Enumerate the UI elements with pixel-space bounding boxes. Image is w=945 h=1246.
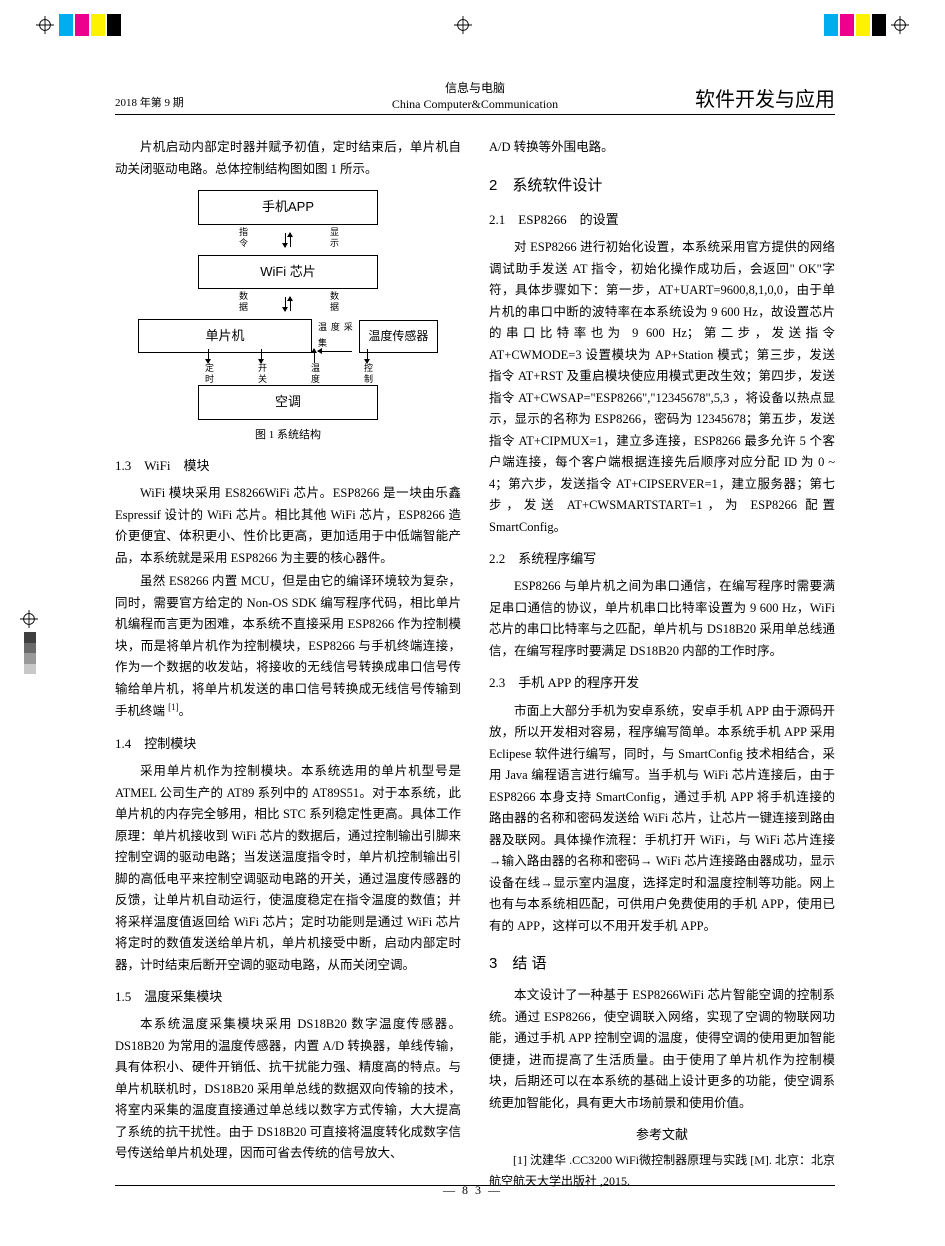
- body-text: 市面上大部分手机为安卓系统，安卓手机 APP 由于源码开放，所以开发相对容易，程…: [489, 701, 835, 938]
- right-column: A/D 转换等外围电路。 2 系统软件设计 2.1 ESP8266 的设置 对 …: [489, 137, 835, 1191]
- diagram-box-app: 手机APP: [198, 190, 378, 224]
- heading-2-2: 2.2 系统程序编写: [489, 548, 835, 570]
- left-column: 片机启动内部定时器并赋予初值，定时结束后，单片机自动关闭驱动电路。总体控制结构图…: [115, 137, 461, 1191]
- heading-2-3: 2.3 手机 APP 的程序开发: [489, 672, 835, 694]
- body-text: 对 ESP8266 进行初始化设置，本系统采用官方提供的网络调试助手发送 AT …: [489, 237, 835, 538]
- body-text: 虽然 ES8266 内置 MCU，但是由它的编译环境较为复杂，同时，需要官方给定…: [115, 571, 461, 723]
- registration-bars: [0, 14, 945, 38]
- body-text: ESP8266 与单片机之间为串口通信，在编写程序时需要满足串口通信的协议，单片…: [489, 576, 835, 662]
- heading-3: 3 结 语: [489, 951, 835, 977]
- heading-2: 2 系统软件设计: [489, 173, 835, 199]
- journal-name-en: China Computer&Communication: [353, 96, 598, 112]
- side-registration-mark: [20, 610, 38, 633]
- body-text: 片机启动内部定时器并赋予初值，定时结束后，单片机自动关闭驱动电路。总体控制结构图…: [115, 137, 461, 180]
- body-text: 本系统温度采集模块采用 DS18B20 数字温度传感器。DS18B20 为常用的…: [115, 1014, 461, 1165]
- heading-2-1: 2.1 ESP8266 的设置: [489, 209, 835, 231]
- system-diagram: 手机APP 指令 显示 WiFi 芯片 数据 数据 单片机: [138, 190, 438, 419]
- side-gradient-bar: [24, 632, 36, 674]
- diagram-box-ac: 空调: [198, 385, 378, 419]
- heading-1-4: 1.4 控制模块: [115, 733, 461, 755]
- page-header: 2018 年第 9 期 信息与电脑 China Computer&Communi…: [115, 80, 835, 115]
- diagram-box-mcu: 单片机: [138, 319, 312, 353]
- diagram-box-wifi: WiFi 芯片: [198, 255, 378, 289]
- journal-name-cn: 信息与电脑: [353, 80, 598, 96]
- body-text: WiFi 模块采用 ES8266WiFi 芯片。ESP8266 是一块由乐鑫 E…: [115, 483, 461, 569]
- heading-1-5: 1.5 温度采集模块: [115, 986, 461, 1008]
- body-text: 采用单片机作为控制模块。本系统选用的单片机型号是 ATMEL 公司生产的 AT8…: [115, 761, 461, 976]
- diagram-caption: 图 1 系统结构: [115, 426, 461, 445]
- body-text: A/D 转换等外围电路。: [489, 137, 835, 159]
- page-number: — 8 3 —: [0, 1183, 945, 1198]
- diagram-box-sensor: 温度传感器: [359, 320, 438, 353]
- section-title: 软件开发与应用: [597, 83, 835, 112]
- heading-1-3: 1.3 WiFi 模块: [115, 455, 461, 477]
- body-text: 本文设计了一种基于 ESP8266WiFi 芯片智能空调的控制系统。通过 ESP…: [489, 985, 835, 1114]
- issue-label: 2018 年第 9 期: [115, 94, 353, 112]
- references-title: 参考文献: [489, 1124, 835, 1146]
